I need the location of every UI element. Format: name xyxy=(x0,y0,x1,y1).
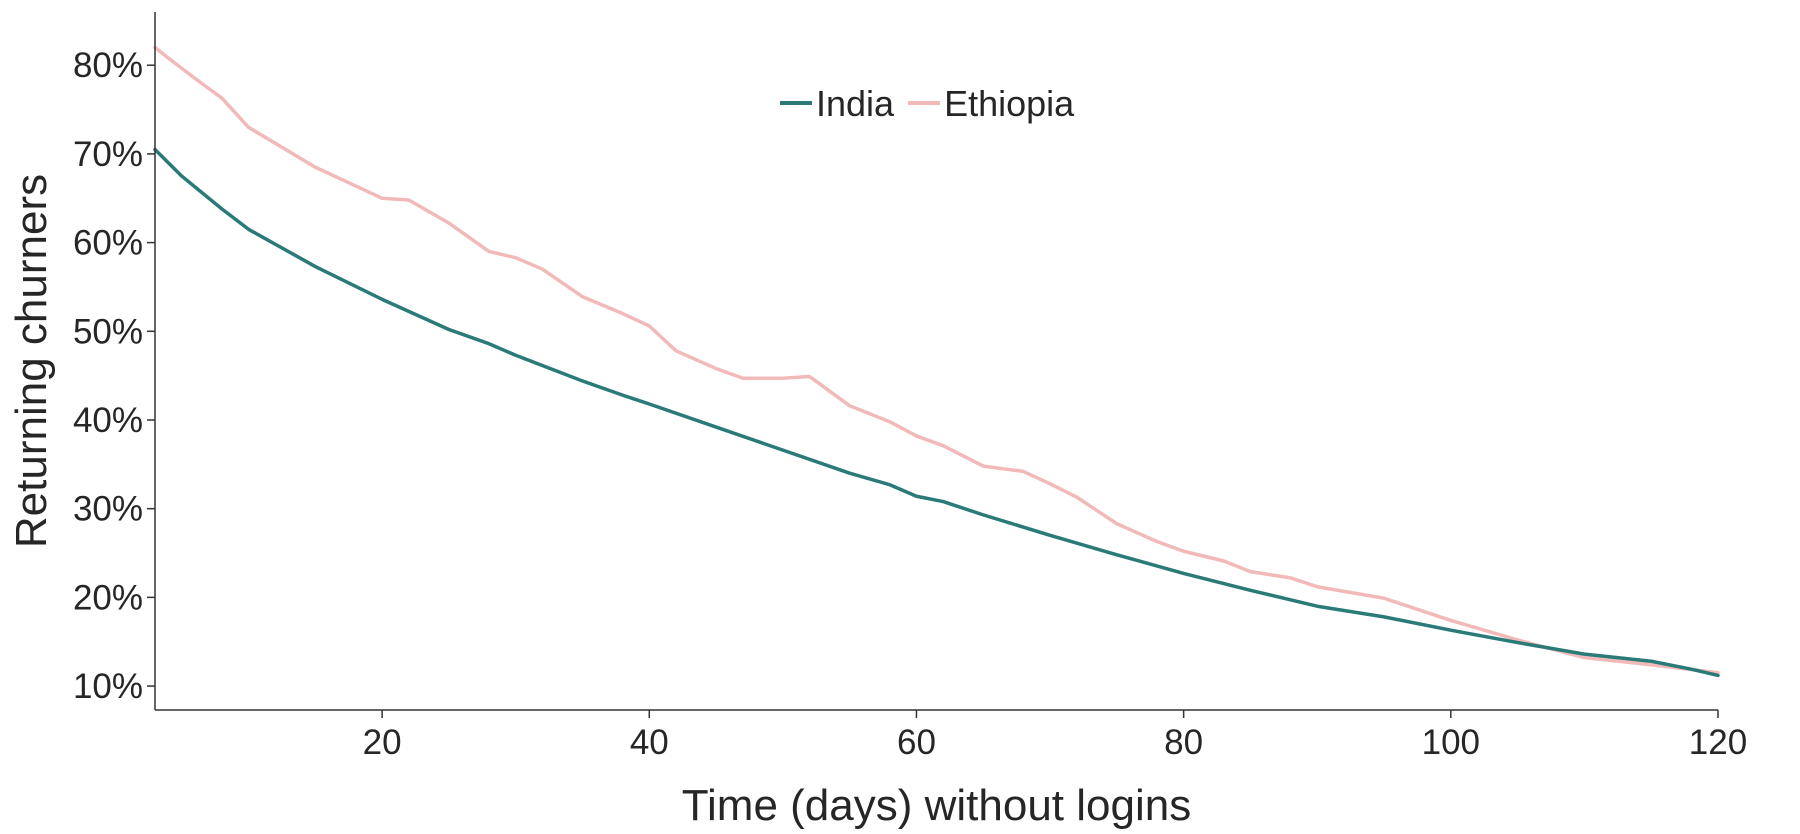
x-tick-label: 20 xyxy=(363,723,402,762)
series-line-ethiopia xyxy=(153,45,1720,675)
x-tick-label: 40 xyxy=(630,723,669,762)
series-layer xyxy=(153,45,1720,678)
y-axis-ticks: 10% 20% 30% 40% 50% 60% 70% 80% xyxy=(73,46,155,706)
x-tick-label: 120 xyxy=(1689,723,1747,762)
y-tick-label: 30% xyxy=(73,490,143,529)
y-tick-label: 20% xyxy=(73,578,143,617)
series-line-india xyxy=(153,147,1720,678)
y-tick-label: 80% xyxy=(73,46,143,85)
x-tick-label: 80 xyxy=(1164,723,1203,762)
y-tick-label: 60% xyxy=(73,224,143,263)
y-tick-label: 70% xyxy=(73,135,143,174)
y-tick-label: 10% xyxy=(73,667,143,706)
x-tick-label: 60 xyxy=(897,723,936,762)
y-tick-label: 40% xyxy=(73,401,143,440)
x-axis-ticks: 20 40 60 80 100 120 xyxy=(363,710,1747,762)
legend-label-india: India xyxy=(816,83,895,124)
legend: India Ethiopia xyxy=(780,83,1075,124)
legend-label-ethiopia: Ethiopia xyxy=(944,83,1075,124)
y-tick-label: 50% xyxy=(73,312,143,351)
x-axis-title: Time (days) without logins xyxy=(682,781,1191,830)
y-axis-title: Returning churners xyxy=(7,174,56,548)
x-tick-label: 100 xyxy=(1422,723,1480,762)
